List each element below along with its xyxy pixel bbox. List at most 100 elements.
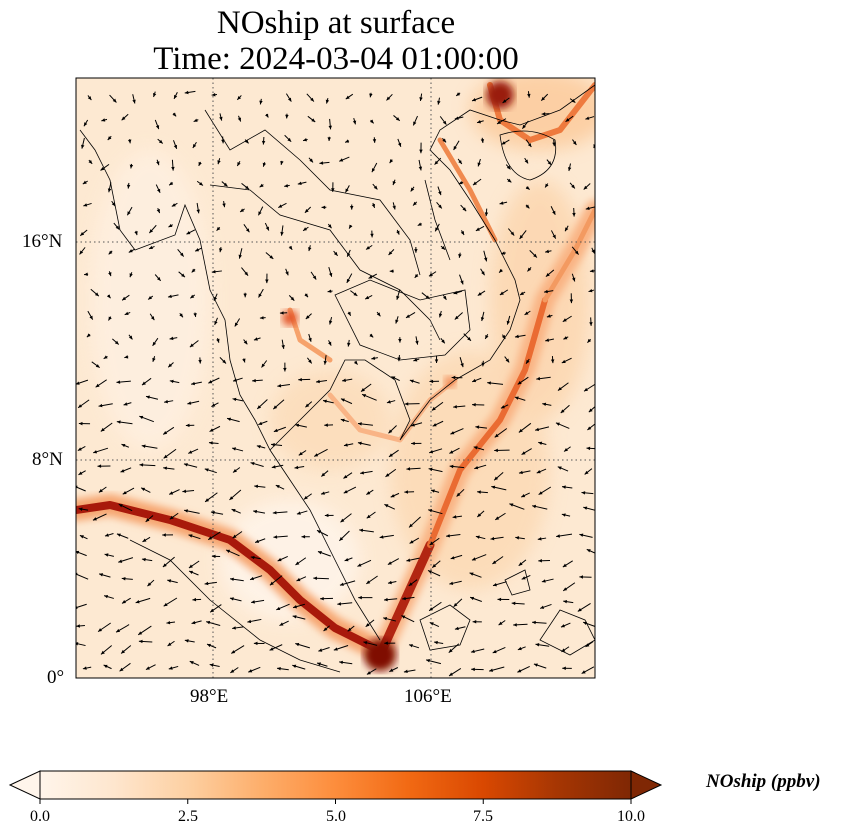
wind-arrow-head [588,408,593,413]
wind-arrow-head [191,620,196,625]
wind-arrow-head [184,509,188,513]
wind-arrow-head [169,379,174,384]
wind-arrow-head [124,355,129,359]
wind-arrow-head [93,450,98,454]
wind-arrow-head [186,231,191,235]
wind-arrow-head [562,666,566,671]
wind-arrow-head [342,378,346,382]
wind-arrow-head [340,418,345,423]
wind-arrow-head [323,627,328,632]
map-title-line-2: Time: 2024-03-04 01:00:00 [153,41,519,77]
wind-arrow-head [156,188,161,193]
wind-arrow-head [339,660,343,665]
wind-arrow-head [259,183,264,188]
wind-arrow-head [389,269,394,273]
wind-arrow-head [294,465,299,470]
wind-arrow-head [116,420,121,424]
wind-arrow-head [389,668,394,672]
wind-arrow-head [343,474,348,479]
wind-arrow-head [519,235,524,239]
wind-arrow-head [189,343,194,348]
wind-arrow-head [442,138,447,143]
wind-arrow-head [406,558,411,562]
wind-arrow-head [599,363,602,367]
wind-arrow-head [350,205,354,210]
wind-arrow-head [305,315,310,320]
wind-arrow-head [328,125,332,130]
wind-arrow-head [324,423,328,427]
wind-arrow-head [477,120,481,124]
wind-arrow-head [287,97,292,102]
wind-arrow-head [98,403,103,408]
wind-arrow-head [584,387,588,392]
wind-arrow-head [128,335,133,340]
wind-arrow-head [538,559,542,563]
wind-arrow-head [156,161,160,166]
wind-arrow-head [79,250,84,255]
wind-arrow-head [293,604,297,609]
wind-arrow-head [104,533,109,537]
wind-arrow-head [371,203,376,208]
wind-arrow-head [366,580,371,584]
wind-arrow-head [490,536,495,541]
wind-arrow-head [340,398,345,402]
wind-arrow-head [129,164,134,169]
wind-arrow-head [265,279,269,284]
wind-arrow-head [499,291,504,295]
wind-arrow-head [546,314,551,318]
wind-arrow-head [361,388,365,392]
wind-arrow-head [349,224,353,229]
wind-arrow-head [537,537,542,541]
wind-arrow-head [506,165,511,170]
wind-arrow-head [208,441,213,445]
wind-arrow-head [527,143,532,148]
wind-arrow-head [237,95,242,100]
wind-arrow-head [118,559,123,563]
wind-arrow-head [183,463,188,467]
wind-arrow-head [206,620,211,625]
colorbar-extend-max [630,770,663,800]
wind-arrow-head [145,518,150,522]
wind-arrow-head [253,337,258,341]
wind-arrow-head [571,184,575,189]
wind-arrow-head [563,587,568,591]
wind-arrow-head [467,337,471,341]
wind-arrow-head [556,534,560,538]
wind-arrow-head [164,399,168,404]
wind-arrow-head [167,579,172,583]
wind-arrow [596,358,602,367]
wind-arrow-head [347,627,352,632]
wind-arrow-head [538,491,543,495]
wind-arrow-head [391,376,396,380]
wind-arrow-head [562,318,567,322]
wind-arrow-head [366,671,371,675]
wind-arrow-head [295,561,300,565]
wind-arrow-head [458,180,463,185]
wind-arrow-head [532,620,536,625]
wind-arrow-head [288,245,293,250]
wind-arrow-head [470,649,475,654]
wind-arrow-head [434,160,439,165]
wind-arrow-head [425,295,430,299]
wind-arrow-head [211,93,216,97]
wind-arrow-head [434,640,438,645]
wind-arrow-head [535,427,540,432]
wind-arrow-head [497,597,502,602]
wind-arrow-head [581,670,586,674]
wind-arrow-head [428,272,433,277]
wind-arrow-head [254,484,259,489]
wind-arrow-head [108,250,113,255]
wind-arrow-head [219,116,223,121]
wind-arrow-head [384,641,388,645]
wind-arrow-head [216,338,220,343]
wind-arrow-head [82,180,87,185]
wind-arrow-head [477,513,482,517]
wind-arrow-head [358,422,362,426]
wind-arrow-head [231,650,236,654]
wind-arrow-head [545,249,550,254]
wind-arrow-head [240,208,245,212]
wind-arrow-head [403,669,408,674]
wind-arrow-head [417,222,422,226]
wind-arrow-head [414,273,419,278]
wind-arrow-head [441,339,445,344]
